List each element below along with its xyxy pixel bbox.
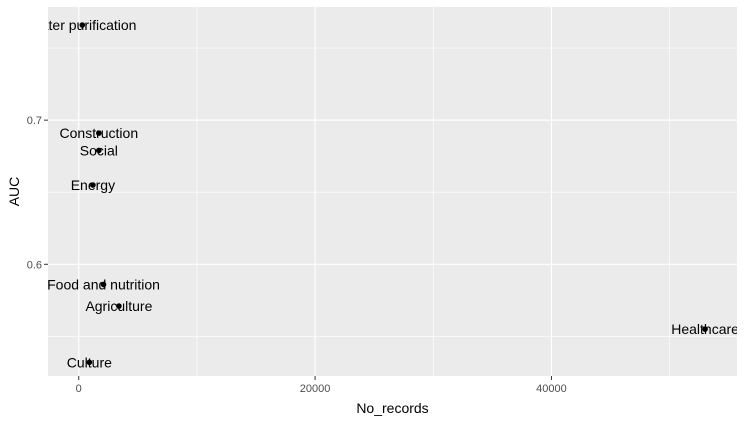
x-tick-label: 40000: [536, 383, 567, 395]
data-point: [86, 359, 93, 366]
y-axis: 0.6 0.7: [27, 115, 48, 271]
data-point: [96, 147, 102, 154]
data-point: [90, 182, 96, 188]
minor-gridlines: [48, 7, 737, 376]
point-label: Healthcare: [671, 321, 739, 337]
point-label: Water purification: [28, 17, 136, 33]
y-axis-title: AUC: [6, 177, 22, 207]
point-label: Culture: [67, 354, 112, 370]
major-gridlines: [48, 7, 737, 376]
point-label: Food and nutrition: [47, 276, 160, 292]
y-tick-label: 0.6: [27, 259, 42, 271]
x-tick-label: 0: [76, 383, 82, 395]
x-tick-label: 20000: [300, 383, 331, 395]
data-point: [116, 303, 122, 309]
point-label: Construction: [60, 125, 139, 141]
point-label: Social: [80, 142, 118, 158]
point-label: Agriculture: [85, 298, 152, 314]
data-point: [96, 130, 102, 136]
data-point: [100, 281, 107, 288]
data-point: [79, 22, 86, 28]
data-point: [702, 326, 708, 332]
y-tick-label: 0.7: [27, 115, 42, 127]
x-axis: 0 20000 40000: [76, 376, 567, 395]
point-label: Energy: [71, 177, 115, 193]
plot-panel: [48, 7, 737, 376]
x-axis-title: No_records: [356, 400, 428, 416]
data-points: [79, 22, 708, 366]
